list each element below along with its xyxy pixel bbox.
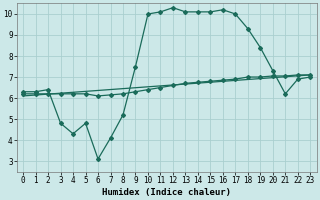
X-axis label: Humidex (Indice chaleur): Humidex (Indice chaleur) (102, 188, 231, 197)
